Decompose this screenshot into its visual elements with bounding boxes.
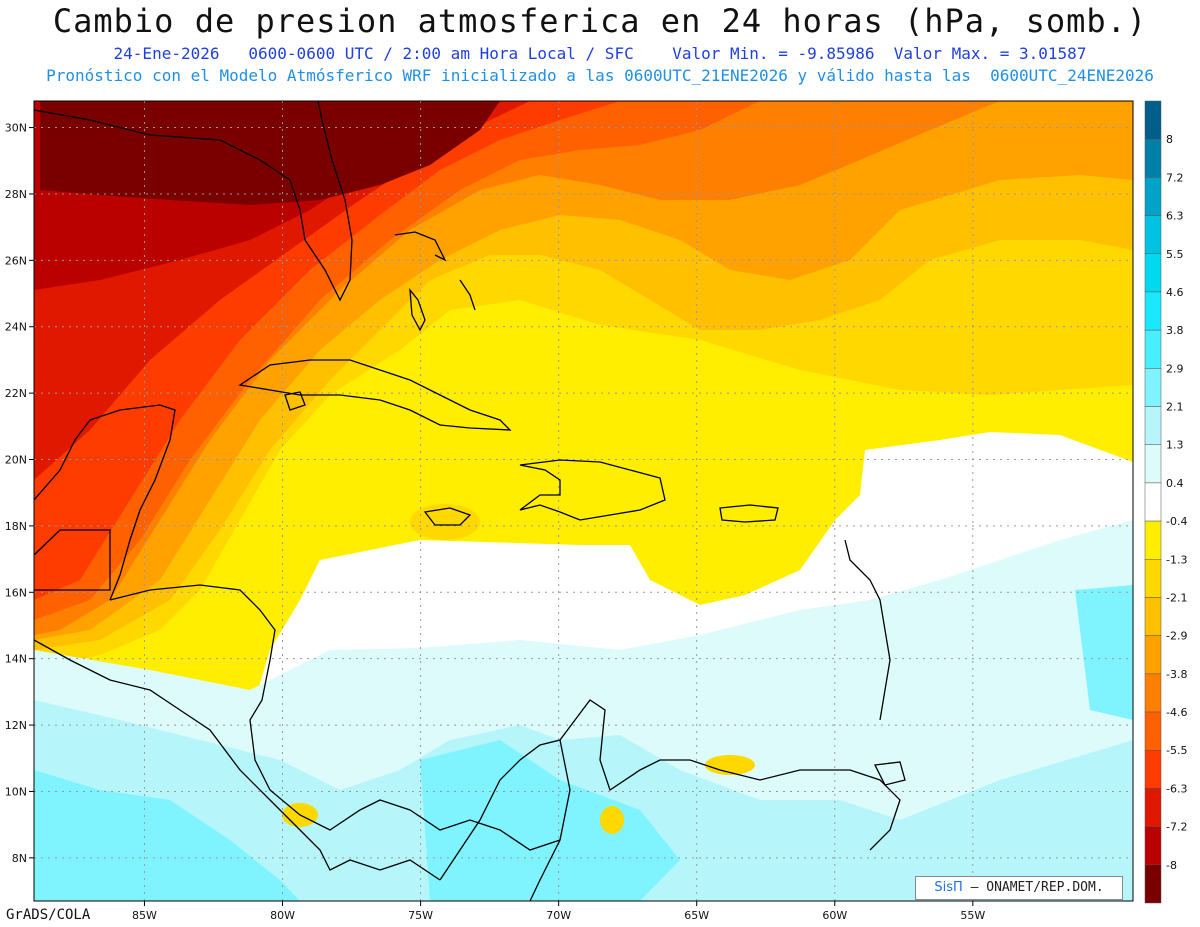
coast-bahamas-a: [409, 287, 426, 332]
coast-central-america: [109, 584, 561, 851]
colorbar-swatch: [1144, 406, 1162, 445]
lon-tick-label: 60W: [822, 909, 847, 922]
lat-tick-label: 16N: [5, 586, 27, 599]
lon-axis: 85W 80W 75W 70W 65W 60W 55W: [132, 901, 985, 922]
coast-trinidad: [874, 761, 906, 786]
coast-gulf-florida: [34, 101, 353, 302]
coast-cuba: [238, 359, 512, 431]
colorbar-swatch: [1144, 826, 1162, 866]
map-subtitle-validity: 24-Ene-2026 0600-0600 UTC / 2:00 am Hora…: [113, 44, 1087, 63]
cell-yellow-colombia: [600, 806, 624, 834]
coast-hispaniola: [519, 459, 666, 521]
coast-isla-juventud: [284, 391, 306, 411]
colorbar-swatch: [1144, 711, 1162, 751]
coast-jamaica: [423, 507, 472, 526]
field-cyan-mid: [420, 740, 680, 901]
lon-tick-label: 85W: [132, 909, 157, 922]
lon-tick-label: 55W: [960, 909, 985, 922]
cell-yellow-venezuela: [705, 755, 755, 775]
field-maroon: [40, 101, 500, 205]
colorbar-swatch: [1144, 215, 1162, 255]
colorbar-label: -0.4: [1166, 515, 1187, 528]
lon-tick-label: 80W: [270, 909, 295, 922]
colorbar-label: 3.8: [1166, 324, 1184, 337]
colorbar-label: 2.9: [1166, 362, 1184, 375]
colorbar-swatch: [1144, 138, 1162, 178]
coast-colombia: [439, 699, 901, 881]
lat-tick-label: 28N: [5, 188, 27, 201]
field-cyan: [34, 770, 300, 901]
credit-org: – ONAMET/REP.DOM.: [962, 880, 1104, 895]
colorbar-label: -6.3: [1166, 782, 1187, 795]
lon-tick-label: 65W: [684, 909, 709, 922]
colorbar-swatch: [1144, 100, 1162, 140]
coastlines: [34, 101, 906, 901]
colorbar-swatch: [1144, 177, 1162, 216]
map-title: Cambio de presion atmosferica en 24 hora…: [52, 2, 1148, 40]
colorbar-swatch: [1144, 597, 1162, 636]
software-credit: GrADS/COLA: [6, 907, 91, 923]
lat-axis: 30N 28N 26N 24N 22N 20N 18N 16N 14N 12N 10N 8N: [5, 122, 34, 865]
lon-tick-label: 70W: [546, 909, 571, 922]
coast-bahamas-b: [394, 231, 447, 262]
colorbar-label: 1.3: [1166, 439, 1184, 452]
coast-mexico-gulf: [34, 404, 176, 601]
colorbar-swatch: [1144, 635, 1162, 675]
lat-tick-label: 22N: [5, 387, 27, 400]
credit-box: SisΠ – ONAMET/REP.DOM.: [915, 876, 1123, 900]
lat-tick-label: 12N: [5, 719, 27, 732]
colorbar-label: -5.5: [1166, 744, 1187, 757]
lat-tick-label: 18N: [5, 520, 27, 533]
lat-tick-label: 10N: [5, 785, 27, 798]
lat-tick-label: 14N: [5, 653, 27, 666]
colorbar-swatch: [1144, 291, 1162, 331]
colorbar-label: 8: [1166, 133, 1173, 146]
colorbar-swatch: [1144, 253, 1162, 293]
coast-lesser-antilles: [844, 539, 891, 721]
colorbar-label: 6.3: [1166, 210, 1184, 223]
colorbar-label: -7.2: [1166, 821, 1187, 834]
colorbar-swatch: [1144, 864, 1162, 904]
colorbar-swatch: [1144, 559, 1162, 598]
sispi-logo: SisΠ: [934, 880, 963, 895]
colorbar-swatch: [1144, 329, 1162, 369]
colorbar-label: -8: [1166, 859, 1177, 872]
colorbar-label: -3.8: [1166, 668, 1187, 681]
coast-bahamas-c: [459, 279, 476, 311]
colorbar-label: 7.2: [1166, 171, 1184, 184]
map-subtitle-model: Pronóstico con el Modelo Atmósferico WRF…: [46, 66, 1154, 85]
colorbar-label: 0.4: [1166, 477, 1184, 490]
coast-puerto-rico: [719, 504, 779, 523]
lat-tick-label: 30N: [5, 122, 27, 135]
colorbar-label: -4.6: [1166, 706, 1187, 719]
colorbar-swatch: [1144, 749, 1162, 789]
colorbar-label: -2.1: [1166, 591, 1187, 604]
colorbar-swatch: [1144, 444, 1162, 484]
lat-tick-label: 8N: [12, 852, 27, 865]
colorbar-swatch: [1144, 368, 1162, 407]
colorbar-swatch: [1144, 788, 1162, 827]
map-frame: [33, 100, 1134, 902]
colorbar-swatch: [1144, 673, 1162, 713]
colorbar-swatch: [1144, 520, 1162, 560]
colorbar-swatch: [1144, 482, 1162, 522]
lat-tick-label: 24N: [5, 321, 27, 334]
coast-guatemala-border: [34, 529, 111, 591]
colorbar-label: 5.5: [1166, 248, 1184, 261]
colorbar-label: -1.3: [1166, 553, 1187, 566]
lat-tick-label: 20N: [5, 454, 27, 467]
lon-tick-label: 75W: [408, 909, 433, 922]
colorbar-label: -2.9: [1166, 630, 1187, 643]
colorbar-label: 2.1: [1166, 401, 1184, 414]
coast-pacific: [34, 639, 441, 881]
lat-tick-label: 26N: [5, 254, 27, 267]
field-cyan-east: [1075, 585, 1133, 720]
colorbar-label: 4.6: [1166, 286, 1184, 299]
coast-south-america-inland: [529, 739, 571, 901]
